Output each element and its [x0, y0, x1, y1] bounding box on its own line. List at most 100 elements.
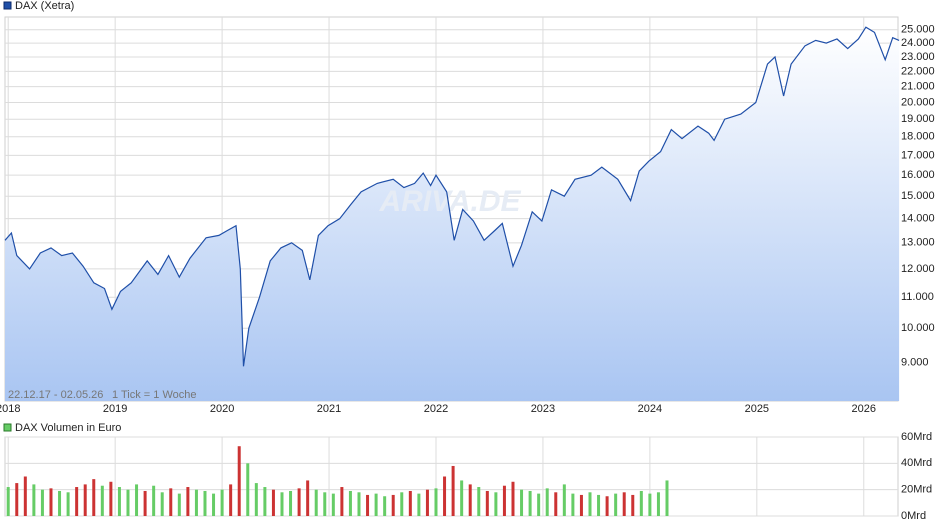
x-tick-label: 2023	[531, 403, 555, 415]
bar	[246, 463, 250, 516]
legend-label: DAX Volumen in Euro	[15, 422, 121, 434]
x-tick-label: 2020	[210, 403, 234, 415]
plot-area	[4, 436, 899, 517]
y-tick-label: 16.000	[901, 169, 935, 181]
bar	[229, 484, 233, 516]
annotation: 22.12.17 - 02.05.26	[8, 389, 103, 401]
x-tick-label: 2022	[424, 403, 448, 415]
bar	[40, 489, 44, 516]
bar	[417, 493, 421, 516]
x-tick-label: 2021	[317, 403, 341, 415]
y-tick-label: 14.000	[901, 213, 935, 225]
y-tick-label: 20.000	[901, 96, 935, 108]
y-tick-label: 21.000	[901, 80, 935, 92]
bar	[520, 489, 524, 516]
y-tick-label: 13.000	[901, 237, 935, 249]
y-tick-label: 0Mrd	[901, 510, 926, 522]
bar	[331, 493, 335, 516]
bar	[511, 481, 515, 516]
annotation: 1 Tick = 1 Woche	[112, 389, 196, 401]
y-tick-label: 15.000	[901, 190, 935, 202]
bar	[460, 480, 464, 516]
bar	[271, 489, 275, 516]
bar	[49, 488, 53, 516]
y-tick-label: 22.000	[901, 65, 935, 77]
bar	[32, 484, 36, 516]
bar	[135, 484, 139, 516]
x-tick-label: 2018	[0, 403, 20, 415]
bar	[477, 487, 481, 516]
y-tick-label: 18.000	[901, 131, 935, 143]
bar	[186, 487, 190, 516]
x-tick-label: 2025	[745, 403, 769, 415]
bar	[374, 493, 378, 516]
bar	[451, 465, 455, 516]
bar	[545, 488, 549, 516]
bar	[177, 493, 181, 516]
bar	[579, 494, 583, 516]
y-tick-label: 10.000	[901, 322, 935, 334]
bar	[92, 479, 96, 516]
bar	[194, 489, 198, 516]
bar	[15, 483, 19, 516]
y-tick-label: 40Mrd	[901, 457, 932, 469]
bar	[203, 490, 207, 516]
bar	[340, 487, 344, 516]
bar	[639, 490, 643, 516]
y-tick-label: 12.000	[901, 263, 935, 275]
bar	[391, 494, 395, 516]
bar	[622, 492, 626, 516]
area	[5, 27, 900, 401]
bar	[237, 446, 241, 516]
bar	[109, 481, 113, 516]
bar	[220, 489, 224, 516]
y-tick-label: 60Mrd	[901, 431, 932, 443]
legend-swatch	[3, 1, 12, 10]
bar	[83, 484, 87, 516]
y-tick-label: 20Mrd	[901, 484, 932, 496]
bar	[263, 487, 267, 516]
y-tick-label: 23.000	[901, 51, 935, 63]
bar	[597, 494, 601, 516]
bar	[571, 493, 575, 516]
bar	[648, 493, 652, 516]
bar	[58, 490, 62, 516]
bar	[169, 488, 173, 516]
bar	[366, 494, 370, 516]
bar	[425, 489, 429, 516]
legend-swatch	[3, 423, 12, 432]
y-tick-label: 9.000	[901, 357, 929, 369]
bar	[254, 483, 258, 516]
bar	[314, 489, 318, 516]
bar	[126, 489, 130, 516]
bar	[443, 476, 447, 516]
bar	[614, 493, 618, 516]
bar	[383, 496, 387, 516]
x-tick-label: 2019	[103, 403, 127, 415]
bar	[66, 492, 70, 516]
bar	[6, 487, 10, 516]
y-tick-label: 24.000	[901, 37, 935, 49]
bar	[588, 492, 592, 516]
bar	[562, 484, 566, 516]
y-tick-label: 25.000	[901, 24, 935, 36]
bar	[554, 492, 558, 516]
line	[4, 26, 900, 367]
bar	[408, 490, 412, 516]
bar	[323, 492, 327, 516]
bar	[485, 490, 489, 516]
y-tick-label: 11.000	[901, 291, 934, 303]
bar	[528, 490, 532, 516]
bar	[280, 492, 284, 516]
bar	[631, 494, 635, 516]
bar	[656, 492, 660, 516]
bar	[434, 488, 438, 516]
y-tick-label: 19.000	[901, 113, 935, 125]
x-tick-label: 2026	[852, 403, 876, 415]
bar	[357, 492, 361, 516]
bar	[348, 490, 352, 516]
bar	[152, 485, 156, 516]
bar	[502, 485, 506, 516]
bar	[160, 492, 164, 516]
